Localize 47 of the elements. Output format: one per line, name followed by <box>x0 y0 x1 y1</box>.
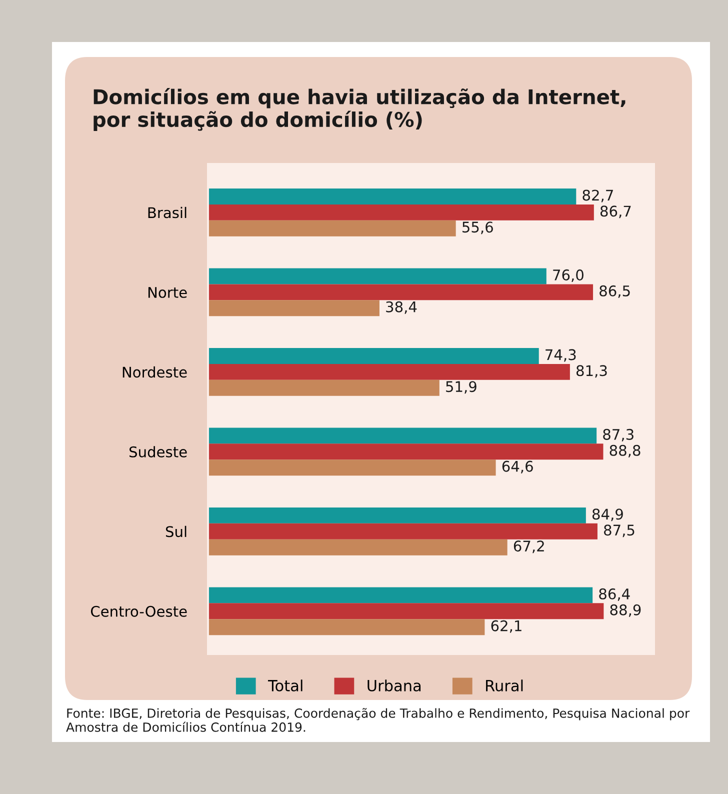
bar <box>208 380 440 396</box>
legend-label: Rural <box>486 680 523 692</box>
bar <box>208 539 508 556</box>
bar <box>208 619 485 636</box>
bar <box>208 523 598 540</box>
data-label: 38,4 <box>386 301 417 314</box>
y-tick-label: Nordeste <box>122 366 187 378</box>
y-tick-label: Centro-Oeste <box>90 606 187 617</box>
data-label: 87,3 <box>603 428 634 442</box>
data-label: 82,7 <box>582 190 613 202</box>
bar <box>208 268 546 284</box>
chart-title: Domicílios em que havia utilização da Internet, por situação do domicílio (%) <box>94 88 626 132</box>
bar <box>208 428 597 444</box>
data-label: 86,4 <box>599 588 630 601</box>
data-label: 51,9 <box>446 381 476 394</box>
y-tick-label: Sudeste <box>130 446 187 458</box>
data-label: 88,8 <box>610 444 640 458</box>
data-label: 67,2 <box>514 540 544 554</box>
bar <box>208 364 570 380</box>
bar <box>208 188 576 204</box>
data-label: 87,5 <box>604 524 634 538</box>
data-label: 62,1 <box>491 620 522 633</box>
bar <box>208 507 586 524</box>
data-label: 74,3 <box>546 349 576 362</box>
bar <box>208 460 496 476</box>
data-label: 88,9 <box>610 604 641 617</box>
y-tick-label: Brasil <box>148 206 186 218</box>
data-label: 84,9 <box>592 508 623 522</box>
legend-label: Total <box>268 680 302 692</box>
data-label: 64,6 <box>502 460 533 474</box>
bar <box>208 444 604 460</box>
bar <box>208 204 594 220</box>
y-tick-label: Norte <box>148 287 187 298</box>
data-label: 81,3 <box>576 365 607 378</box>
bar <box>208 300 380 316</box>
source-note: Fonte: IBGE, Diretoria de Pesquisas, Coordenação de Trabalho e Rendimento, Pesquisa Nacional por Amostra de Domicílios Contínua 2019. <box>66 708 690 732</box>
bar <box>208 220 456 236</box>
data-label: 76,0 <box>553 269 584 282</box>
data-label: 55,6 <box>462 222 493 234</box>
data-label: 86,7 <box>600 206 631 218</box>
y-tick-label: Sul <box>166 526 186 538</box>
data-label: 86,5 <box>600 285 630 298</box>
bar <box>208 587 593 604</box>
legend-label: Urbana <box>368 680 421 692</box>
bar <box>208 348 539 364</box>
bar <box>208 603 604 620</box>
bar <box>208 284 594 300</box>
